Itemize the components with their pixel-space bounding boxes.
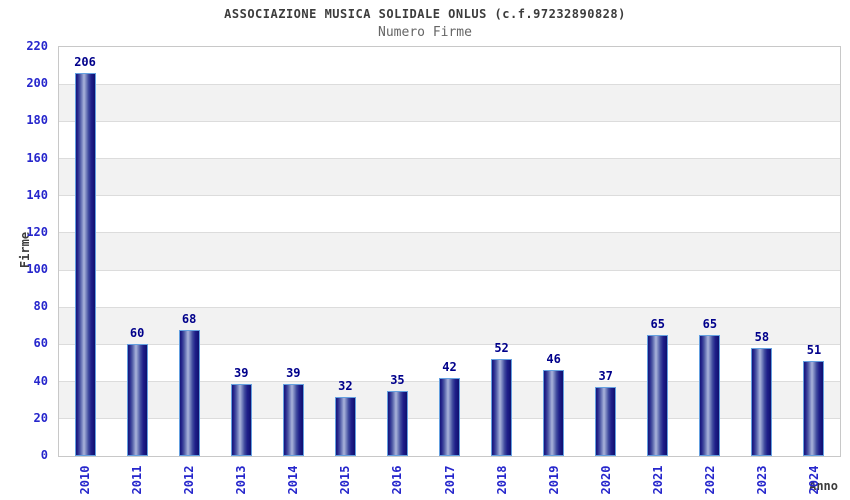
gridline xyxy=(59,158,840,160)
gridline xyxy=(59,120,840,122)
x-tick-label: 2013 xyxy=(234,465,249,495)
y-tick-label: 0 xyxy=(40,448,48,462)
bar xyxy=(803,361,825,456)
x-tick-label: 2024 xyxy=(806,465,821,495)
bar xyxy=(74,73,96,456)
bar-value-label: 39 xyxy=(286,365,301,380)
x-tick-label: 2010 xyxy=(78,465,93,495)
y-tick-label: 80 xyxy=(33,299,48,314)
bar-value-label: 37 xyxy=(598,369,613,384)
bar-value-label: 206 xyxy=(74,55,96,70)
bar xyxy=(647,335,669,456)
x-tick-label: 2020 xyxy=(598,465,613,495)
y-tick-label: 180 xyxy=(26,113,48,128)
gridline xyxy=(59,83,840,85)
plot-area: 206 60 68 39 39 32 35 42 52 46 37 65 65 58 51 xyxy=(58,46,841,457)
bar-value-label: 39 xyxy=(233,365,249,380)
x-tick-label: 2012 xyxy=(182,465,197,495)
x-tick-label: 2011 xyxy=(130,465,145,495)
y-tick-label: 100 xyxy=(26,262,48,277)
bar-value-label: 65 xyxy=(702,317,718,332)
gridline xyxy=(59,195,840,197)
bar-value-label: 42 xyxy=(442,359,457,374)
bar-value-label: 51 xyxy=(806,343,822,358)
bar xyxy=(595,387,617,456)
y-tick-label: 200 xyxy=(26,76,48,91)
bar xyxy=(439,377,460,456)
plot-band xyxy=(59,84,840,122)
bar-value-label: 68 xyxy=(181,311,197,326)
y-tick-label: 40 xyxy=(33,373,48,388)
x-tick-label: 2023 xyxy=(754,465,769,495)
bar xyxy=(386,390,408,456)
gridline xyxy=(59,232,840,234)
y-tick-label: 220 xyxy=(26,39,48,53)
x-axis-title: Anno xyxy=(809,479,838,493)
bar xyxy=(334,396,356,456)
y-tick-label: 120 xyxy=(26,224,48,239)
plot-band xyxy=(59,232,840,271)
plot-band xyxy=(59,270,840,308)
gridline xyxy=(59,306,840,308)
x-tick-label: 2017 xyxy=(442,465,457,495)
bar-value-label: 32 xyxy=(338,378,353,393)
x-tick-label: 2022 xyxy=(702,465,717,495)
x-tick-label: 2021 xyxy=(650,465,665,495)
y-tick-label: 60 xyxy=(33,336,48,351)
bar xyxy=(543,370,565,456)
bar-value-label: 52 xyxy=(494,341,509,356)
x-tick-label: 2015 xyxy=(338,465,353,495)
bar-value-label: 65 xyxy=(650,317,665,332)
bar xyxy=(126,344,148,456)
bar-value-label: 35 xyxy=(390,372,405,387)
chart-subtitle: Numero Firme xyxy=(378,25,472,40)
bar xyxy=(178,329,200,456)
x-tick-label: 2014 xyxy=(286,465,301,495)
plot-band xyxy=(59,121,840,159)
plot-band xyxy=(59,195,840,233)
x-tick-label: 2018 xyxy=(494,465,509,495)
chart-title: ASSOCIAZIONE MUSICA SOLIDALE ONLUS (c.f.… xyxy=(224,7,626,21)
x-tick-label: 2016 xyxy=(390,465,405,495)
bar xyxy=(282,383,304,456)
bar xyxy=(699,335,721,456)
y-tick-label: 160 xyxy=(26,150,48,165)
plot-band xyxy=(59,158,840,196)
bar-value-label: 58 xyxy=(754,330,770,345)
gridline xyxy=(59,269,840,271)
bar-value-label: 46 xyxy=(546,352,561,367)
plot-band xyxy=(59,47,840,85)
gridline xyxy=(59,343,840,345)
bar xyxy=(491,359,513,456)
y-tick-label: 20 xyxy=(33,410,48,425)
bar-value-label: 60 xyxy=(129,326,145,341)
y-tick-label: 140 xyxy=(26,187,48,202)
x-tick-label: 2019 xyxy=(546,465,561,495)
bar xyxy=(751,348,773,456)
bar xyxy=(230,383,252,456)
